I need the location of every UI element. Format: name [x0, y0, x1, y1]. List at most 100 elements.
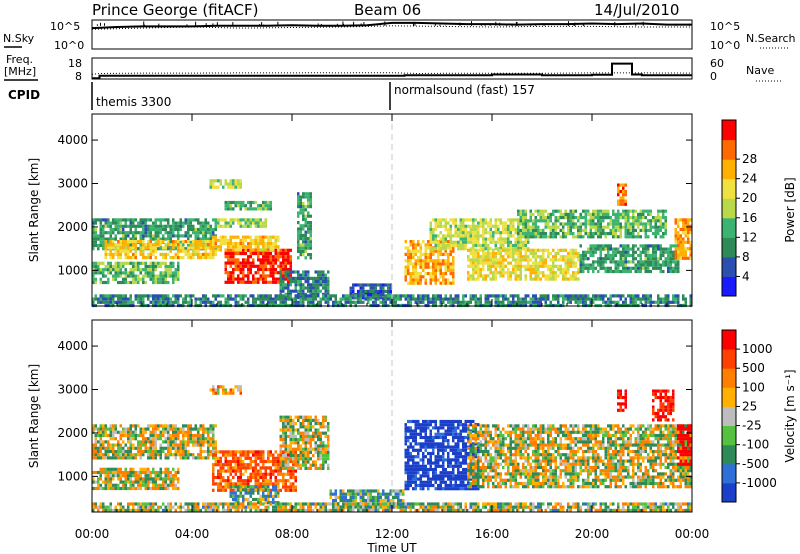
- velocity-cell: [184, 430, 187, 434]
- power-cell: [582, 209, 585, 213]
- power-cell: [302, 192, 305, 196]
- power-cell: [562, 267, 565, 272]
- power-cell: [662, 253, 665, 258]
- velocity-cell: [124, 474, 127, 478]
- velocity-cell: [109, 470, 112, 475]
- power-cell: [184, 221, 187, 225]
- velocity-cell: [174, 443, 177, 447]
- power-cell: [574, 225, 577, 229]
- power-cell: [574, 261, 577, 265]
- power-cell: [204, 231, 207, 235]
- power-cell: [384, 289, 387, 293]
- power-cell: [107, 224, 110, 228]
- velocity-cell: [242, 463, 245, 467]
- power-cell: [409, 259, 412, 263]
- power-cell: [529, 225, 532, 229]
- velocity-cell: [102, 443, 105, 447]
- power-cell: [274, 271, 277, 275]
- velocity-cell: [159, 430, 162, 434]
- power-cell: [277, 258, 280, 262]
- velocity-cell: [244, 482, 247, 486]
- power-cell: [607, 297, 610, 301]
- velocity-cell: [159, 477, 162, 481]
- power-cell: [422, 275, 425, 279]
- velocity-cell: [144, 430, 147, 434]
- power-cell: [264, 200, 267, 205]
- velocity-cell: [179, 446, 182, 450]
- power-cell: [472, 274, 475, 278]
- power-cell: [429, 252, 432, 256]
- velocity-cell: [172, 483, 175, 487]
- power-cell: [472, 227, 475, 232]
- velocity-cell: [179, 449, 182, 454]
- power-cell: [389, 300, 392, 304]
- power-cell: [564, 274, 567, 278]
- power-cell: [579, 222, 582, 226]
- power-cell: [647, 266, 650, 270]
- power-cell: [527, 261, 530, 265]
- power-cell: [597, 216, 600, 220]
- power-cell: [104, 256, 107, 260]
- power-cell: [334, 297, 337, 301]
- power-cell: [437, 262, 440, 266]
- power-cell: [619, 228, 622, 232]
- power-cell: [532, 235, 535, 239]
- velocity-cell: [224, 463, 227, 467]
- power-cell: [679, 218, 682, 222]
- velocity-cell: [272, 482, 275, 486]
- velocity-cell: [212, 430, 215, 434]
- velocity-cell: [212, 433, 215, 438]
- power-cell: [177, 274, 180, 278]
- velocity-cell: [172, 433, 175, 438]
- power-cell: [524, 294, 527, 298]
- power-cell: [299, 273, 302, 277]
- power-cell: [222, 242, 225, 246]
- velocity-cell: [194, 433, 197, 438]
- power-cell: [532, 294, 535, 298]
- velocity-cell: [159, 483, 162, 487]
- power-cell: [534, 274, 537, 278]
- velocity-cell: [94, 456, 97, 460]
- velocity-cell: [174, 449, 177, 454]
- power-cell: [529, 274, 532, 278]
- power-cell: [472, 277, 475, 281]
- power-cell: [229, 242, 232, 246]
- power-cell: [664, 300, 667, 304]
- power-cell: [659, 216, 662, 220]
- power-cell: [207, 243, 210, 247]
- velocity-cell: [269, 469, 272, 473]
- power-cell: [679, 240, 682, 244]
- power-cell: [277, 280, 280, 284]
- power-cell: [357, 300, 360, 304]
- power-cell: [604, 260, 607, 264]
- velocity-cell: [222, 485, 225, 489]
- velocity-cell: [127, 427, 130, 431]
- velocity-cell: [234, 463, 237, 467]
- velocity-cell: [162, 477, 165, 481]
- power-cell: [137, 297, 140, 301]
- power-cell: [442, 234, 445, 238]
- power-cell: [622, 196, 625, 200]
- power-cell: [412, 294, 415, 298]
- power-cell: [187, 252, 190, 256]
- power-cell: [422, 268, 425, 272]
- velocity-cell: [152, 433, 155, 438]
- power-cell: [94, 294, 97, 298]
- power-cell: [602, 212, 605, 216]
- power-cell: [512, 258, 515, 262]
- power-cell: [522, 264, 525, 268]
- power-cell: [152, 294, 155, 298]
- power-cell: [632, 222, 635, 226]
- velocity-cell: [232, 475, 235, 480]
- velocity-cell: [194, 456, 197, 460]
- velocity-cell: [119, 449, 122, 454]
- power-cell: [447, 300, 450, 304]
- power-cell: [534, 251, 537, 256]
- velocity-cell: [157, 474, 160, 478]
- velocity-cell: [97, 449, 100, 454]
- power-cell: [632, 219, 635, 223]
- velocity-cell: [269, 466, 272, 470]
- power-cell: [249, 264, 252, 268]
- power-cell: [222, 218, 225, 222]
- velocity-cell: [107, 456, 110, 460]
